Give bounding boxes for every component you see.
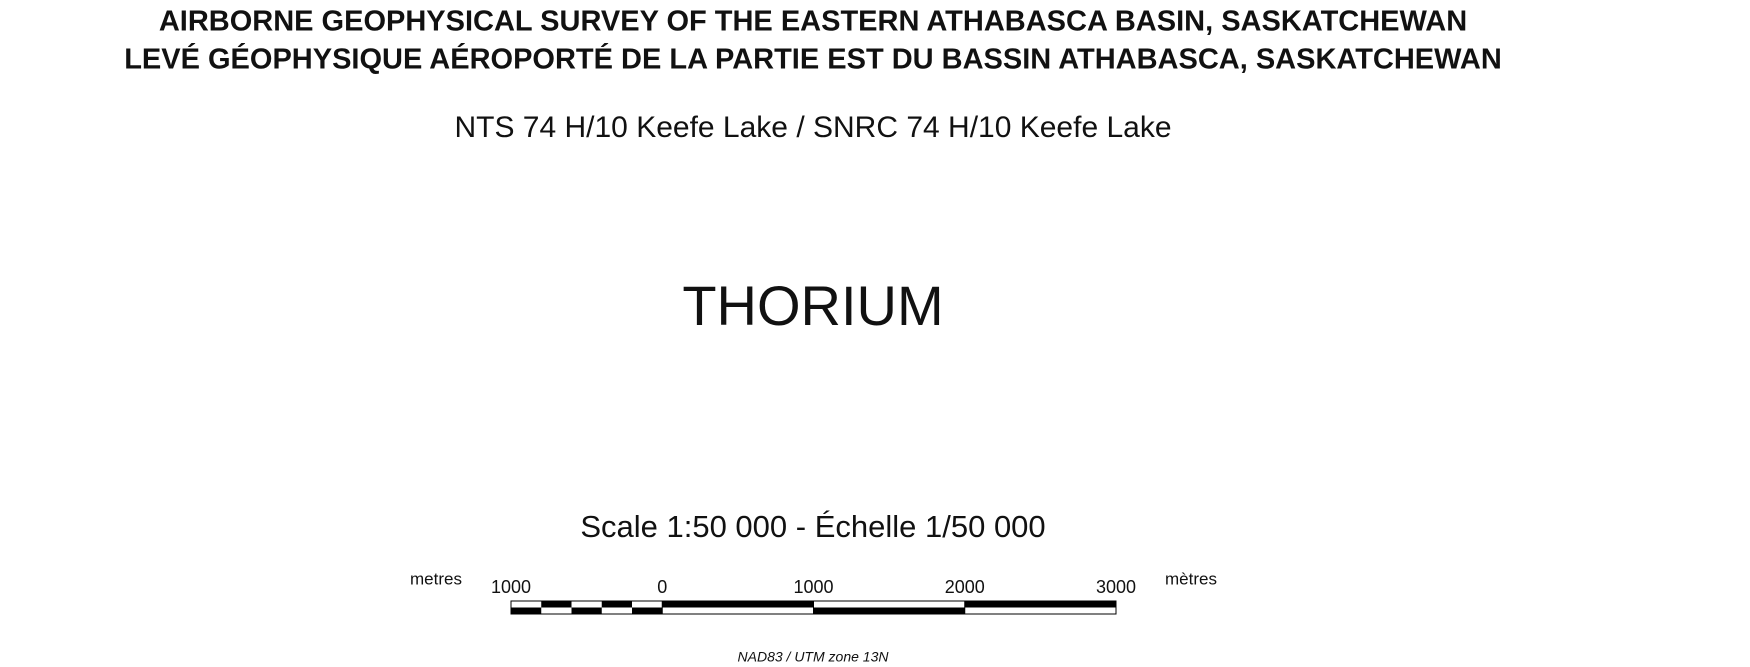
map-title: THORIUM: [682, 274, 943, 337]
scale-segment: [571, 607, 602, 614]
scale-segment: [964, 601, 1116, 608]
scale-segment: [662, 601, 814, 608]
scale-tick-label: 3000: [1096, 577, 1136, 597]
unit-label: metres: [410, 569, 462, 588]
scale-segment: [601, 601, 632, 608]
sheet-name: NTS 74 H/10 Keefe Lake / SNRC 74 H/10 Ke…: [454, 111, 1171, 144]
scale-segment: [813, 607, 965, 614]
scale-segment: [541, 601, 572, 608]
title-line: LEVÉ GÉOPHYSIQUE AÉROPORTÉ DE LA PARTIE …: [124, 42, 1502, 76]
scale-tick-label: 2000: [945, 577, 985, 597]
title-line: AIRBORNE GEOPHYSICAL SURVEY OF THE EASTE…: [159, 6, 1467, 38]
scale-text: Scale 1:50 000 - Échelle 1/50 000: [580, 509, 1045, 544]
scale-tick-label: 1000: [491, 577, 531, 597]
projection: NAD83 / UTM zone 13N: [738, 649, 890, 665]
scale-segment: [632, 607, 663, 614]
unit-label: mètres: [1165, 569, 1217, 588]
scale-segment: [511, 607, 542, 614]
scale-tick-label: 0: [657, 577, 667, 597]
scale-tick-label: 1000: [793, 577, 833, 597]
